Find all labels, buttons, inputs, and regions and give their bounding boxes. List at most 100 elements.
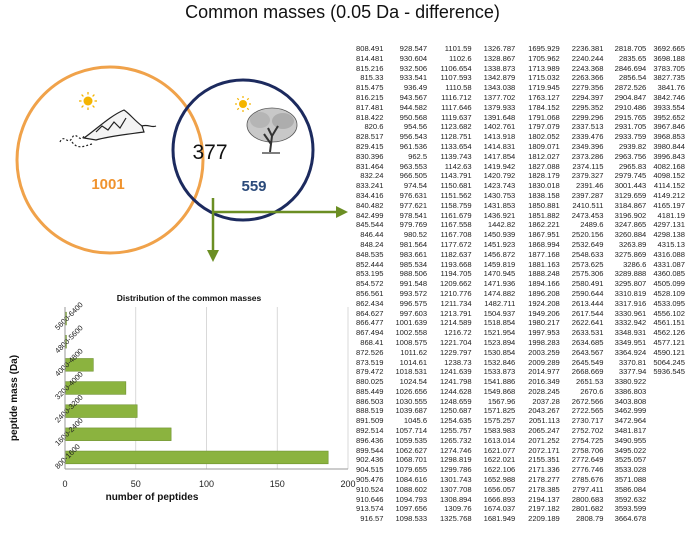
mass-value: 3571.088 <box>614 475 647 485</box>
mass-value <box>646 485 685 495</box>
mass-value: 979.769 <box>399 220 428 230</box>
mass-value: 2349.396 <box>571 141 604 151</box>
mass-value <box>646 514 685 524</box>
mass-value: 3001.443 <box>614 181 647 191</box>
mass-row: 913.574 1097.656 1309.76 1674.037 2197.182 28… <box>356 504 685 514</box>
mass-value: 2758.706 <box>571 445 604 455</box>
mass-value: 936.49 <box>403 83 428 93</box>
mass-value: 1079.655 <box>395 465 428 475</box>
mass-value: 2374.115 <box>572 161 604 171</box>
mass-value: 3263.89 <box>618 239 647 249</box>
mass-row: 867.494 1002.558 1216.72 1521.954 1997.953 26… <box>356 328 685 338</box>
mass-value: 1583.983 <box>483 426 516 436</box>
mass-value: 867.494 <box>356 328 384 338</box>
mass-value: 2373.286 <box>571 151 604 161</box>
mass-value: 3260.884 <box>614 230 647 240</box>
mass-row: 892.514 1057.714 1255.757 1583.983 2065.247 2… <box>356 426 685 436</box>
mass-value: 4505.099 <box>653 279 685 289</box>
mass-value: 1379.933 <box>483 102 516 112</box>
mass-value: 4082.168 <box>653 161 685 171</box>
mass-value: 2643.567 <box>571 347 604 357</box>
mass-value: 954.56 <box>403 122 428 132</box>
mass-value: 1998.283 <box>528 337 560 347</box>
mass-value: 963.553 <box>399 161 428 171</box>
mass-value: 1549.868 <box>483 386 516 396</box>
mass-value: 1097.656 <box>395 504 428 514</box>
mass-value: 2722.565 <box>571 406 604 416</box>
sun-icon-right <box>235 96 251 112</box>
mass-value: 1116.712 <box>441 92 472 102</box>
mass-value: 2473.453 <box>571 210 604 220</box>
mass-value: 886.503 <box>356 396 384 406</box>
chart-title: Common masses (0.05 Da - difference) <box>185 2 500 22</box>
mass-value: 956.543 <box>399 132 428 142</box>
mass-value: 916.57 <box>360 514 384 524</box>
mass-value: 1532.846 <box>483 357 516 367</box>
mass-value: 1652.988 <box>483 475 516 485</box>
mass-value: 2294.397 <box>571 92 604 102</box>
mass-value: 2209.189 <box>528 514 560 524</box>
mass-value: 1797.079 <box>528 122 560 132</box>
mass-value: 1241.639 <box>439 367 472 377</box>
mass-value: 2532.649 <box>571 239 604 249</box>
mass-value: 1211.734 <box>440 298 472 308</box>
mass-value: 2856.54 <box>618 73 647 83</box>
mass-value: 1309.76 <box>444 504 472 514</box>
mass-value: 977.621 <box>399 200 428 210</box>
mass-row: 817.481 944.582 1117.646 1379.933 1784.152 22… <box>356 103 685 113</box>
mass-value: 1193.668 <box>440 259 472 269</box>
mass-value: 1255.757 <box>439 426 472 436</box>
mass-value: 1110.58 <box>445 83 472 93</box>
mass-value: 1062.627 <box>395 445 428 455</box>
mass-value: 2279.356 <box>571 83 604 93</box>
mass-value: 930.604 <box>399 53 428 63</box>
mass-row: 891.509 1045.6 1254.635 1575.257 2051.113 273… <box>356 416 685 426</box>
mass-value: 1613.014 <box>483 435 516 445</box>
mass-value: 2009.289 <box>528 357 560 367</box>
mass-value: 2939.82 <box>618 141 647 151</box>
mass-value: 2634.685 <box>571 337 604 347</box>
mass-value: 1177.672 <box>440 239 472 249</box>
mass-value <box>646 475 685 485</box>
mass-value <box>646 455 685 465</box>
mass-value <box>646 387 685 397</box>
mass-value: 3842.746 <box>653 92 685 102</box>
venn-right-count: 559 <box>241 178 266 195</box>
mass-value: 3533.028 <box>614 465 647 475</box>
mass-value: 1008.575 <box>395 337 428 347</box>
mass-value: 1107.593 <box>440 73 472 83</box>
mass-row: 833.241 974.54 1150.681 1423.743 1830.018 239… <box>356 181 685 191</box>
mass-value: 854.572 <box>356 279 384 289</box>
mass-value: 1504.937 <box>483 308 516 318</box>
mass-value: 2730.717 <box>571 416 604 426</box>
mass-value: 862.434 <box>356 298 384 308</box>
mass-value: 2633.531 <box>571 328 604 338</box>
mass-value: 888.519 <box>356 406 384 416</box>
mass-value: 3403.808 <box>614 396 647 406</box>
mass-value: 1338.873 <box>483 63 516 73</box>
mass-row: 845.544 979.769 1167.558 1442.82 1862.221 248… <box>356 220 685 230</box>
mass-row: 808.491 928.547 1101.59 1326.787 1695.929 223… <box>356 44 685 54</box>
mass-value <box>646 406 685 416</box>
mass-value: 3968.853 <box>653 132 685 142</box>
mass-value: 2575.306 <box>571 269 604 279</box>
mass-row: 831.464 963.553 1142.63 1419.942 1827.088 237… <box>356 162 685 172</box>
mass-value: 866.477 <box>356 318 384 328</box>
bar-chart-xtick: 50 <box>131 479 141 489</box>
mass-value: 1045.6 <box>403 416 428 426</box>
mass-value <box>646 416 685 426</box>
mass-value: 872.526 <box>356 347 384 357</box>
mass-value: 1674.037 <box>483 504 516 514</box>
mass-value: 1622.021 <box>483 455 516 465</box>
mass-value: 1014.61 <box>399 357 428 367</box>
mass-value: 2178.277 <box>528 475 560 485</box>
mass-row: 832.24 966.505 1143.791 1420.792 1828.179 237… <box>356 171 685 181</box>
mass-value: 983.661 <box>399 249 428 259</box>
mass-value: 1575.257 <box>483 416 516 426</box>
mass-row: 848.535 983.661 1182.637 1456.872 1877.168 25… <box>356 250 685 260</box>
mass-value: 2672.566 <box>571 396 604 406</box>
mass-value: 873.519 <box>356 357 384 367</box>
mass-value: 3933.554 <box>653 102 685 112</box>
mass-value: 1423.743 <box>483 181 516 191</box>
mass-value: 1695.929 <box>528 44 560 53</box>
